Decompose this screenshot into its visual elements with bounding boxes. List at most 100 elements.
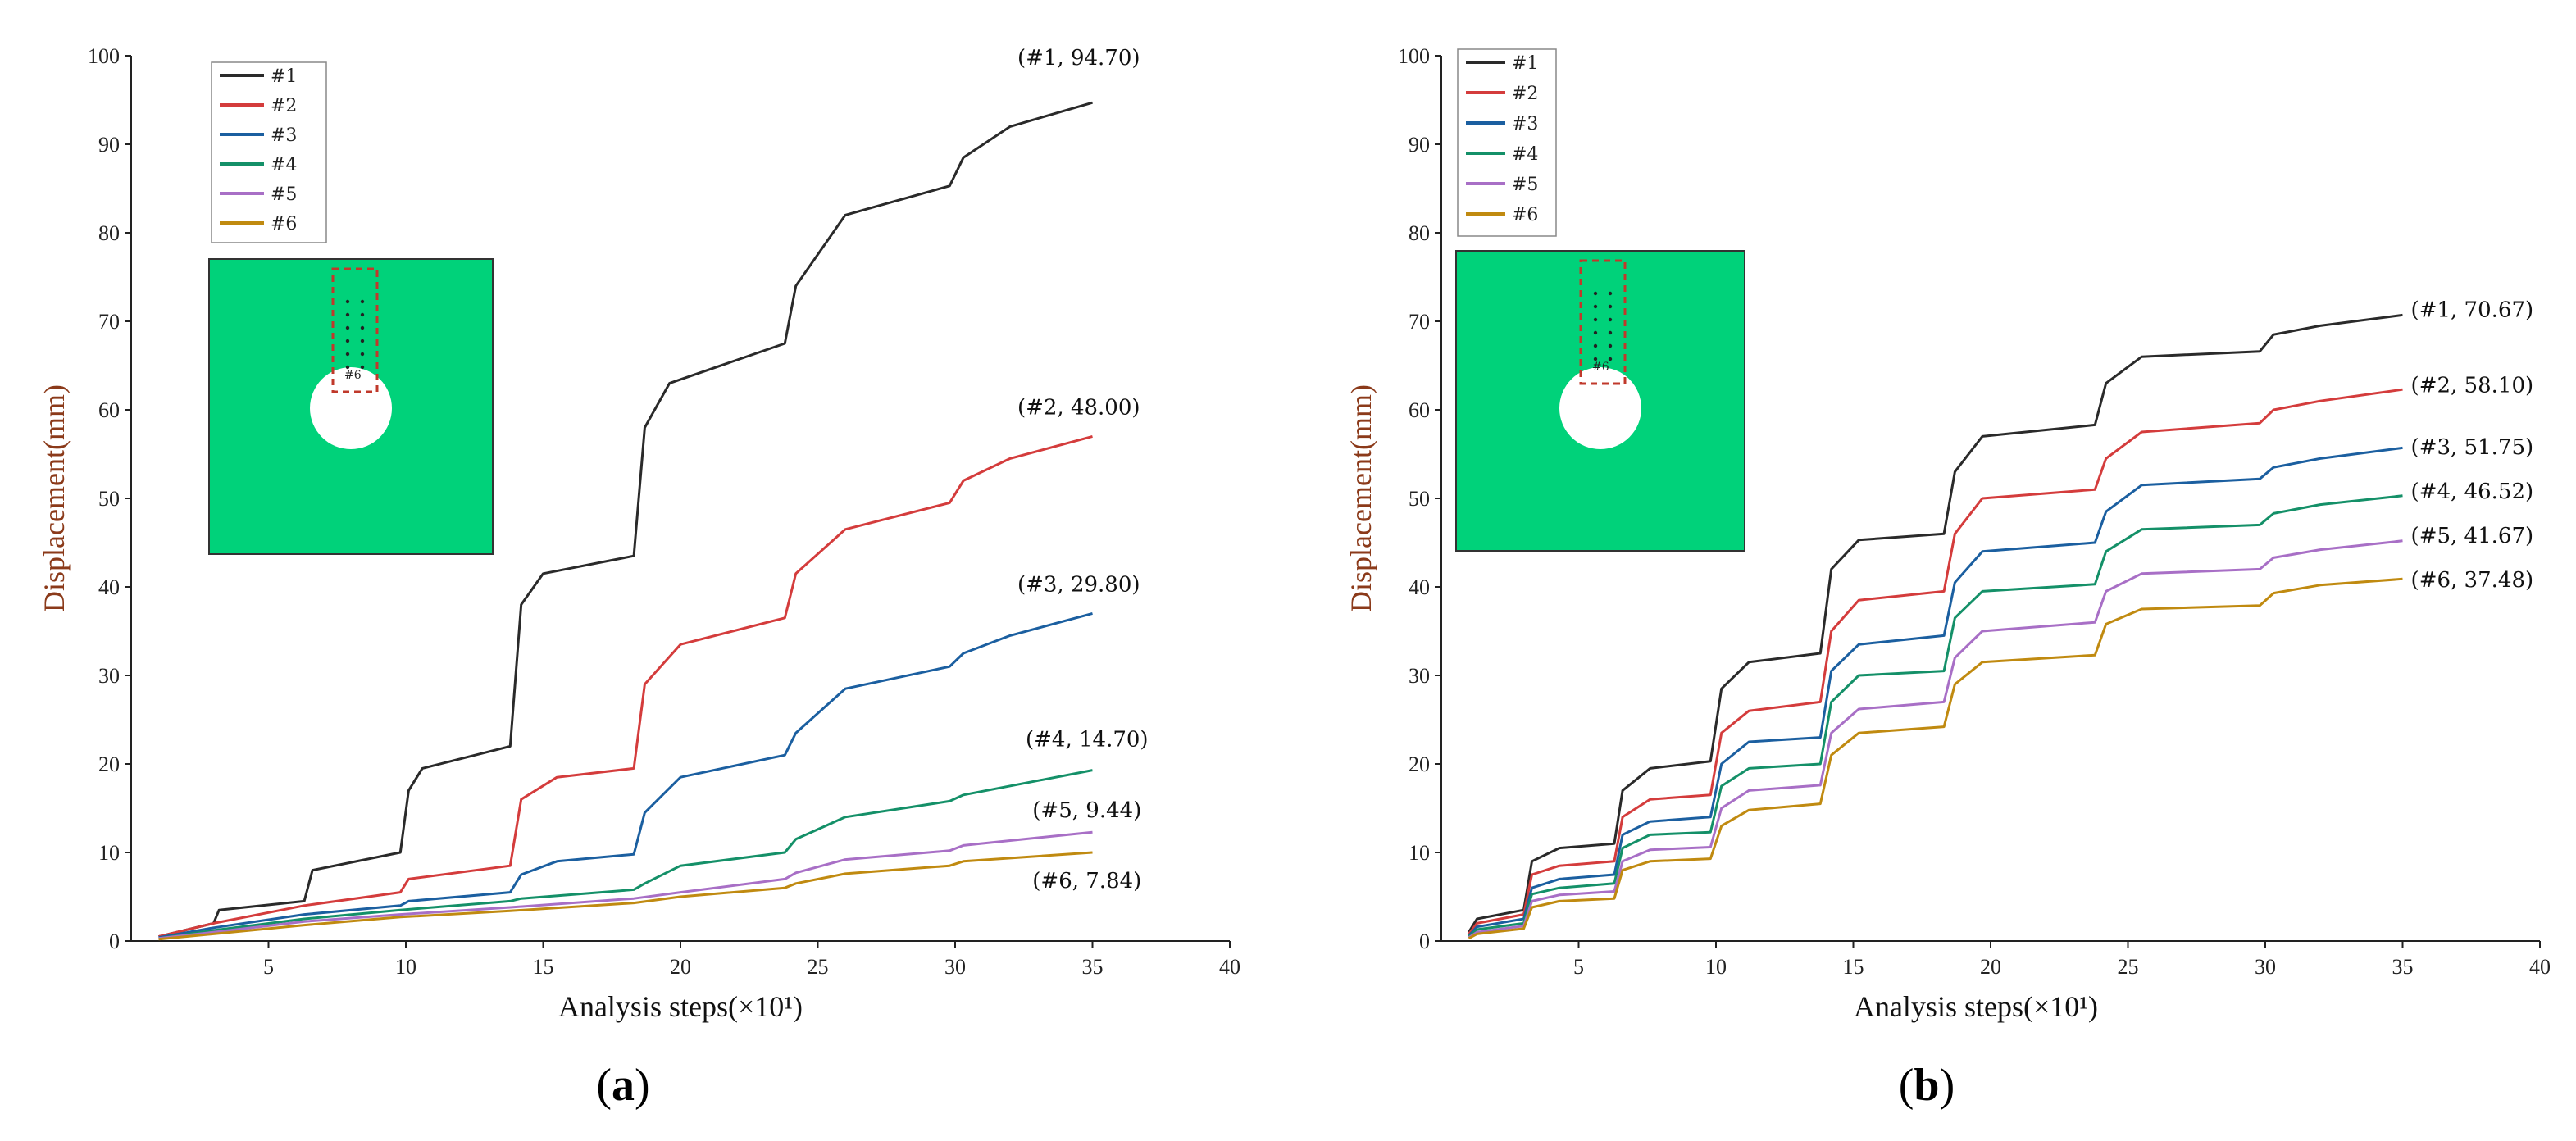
legend-entry: #2 (1512, 84, 1538, 104)
y-tick-label: 50 (98, 487, 120, 511)
inset-hole (1559, 367, 1641, 449)
y-ticks: 0 10 20 30 40 50 60 70 80 90 100 (1398, 44, 1441, 953)
y-tick-label: 30 (1409, 664, 1430, 688)
legend-panel-a: #1 #2 #3 #4 #5 #6 (211, 61, 327, 243)
y-axis-label: Displacement(mm) (38, 384, 71, 612)
inset-point (1608, 304, 1613, 309)
legend-entry: #1 (1512, 53, 1538, 74)
y-tick-label: 90 (98, 133, 120, 157)
y-tick-label: 100 (88, 44, 120, 68)
data-label: (#4, 46.52) (2411, 480, 2534, 504)
inset-hole (310, 367, 392, 449)
inset-point (1608, 343, 1613, 348)
x-tick-label: 10 (395, 955, 416, 979)
inset-point (1593, 357, 1598, 361)
x-tick-label: 5 (263, 955, 274, 979)
x-axis-label: Analysis steps(×10¹) (558, 990, 803, 1023)
panel-label-b: (b) (1899, 1060, 1955, 1111)
y-tick-label: 20 (98, 752, 120, 776)
x-tick-label: 5 (1573, 955, 1584, 979)
x-tick-label: 20 (670, 955, 691, 979)
legend-box (211, 61, 327, 243)
series-line-1 (1468, 313, 2403, 933)
y-tick-label: 80 (98, 221, 120, 245)
series-line-2 (1468, 388, 2403, 935)
inset-point (360, 365, 365, 370)
y-tick-label: 100 (1398, 44, 1430, 68)
y-tick-label: 80 (1409, 221, 1430, 245)
y-tick-label: 30 (98, 664, 120, 688)
series-line-3 (158, 611, 1093, 939)
inset-dashed-box (1579, 259, 1627, 385)
data-label: (#5, 41.67) (2411, 524, 2534, 548)
x-tick-label: 15 (1843, 955, 1864, 979)
x-tick-label: 30 (944, 955, 966, 979)
inset-point (1608, 291, 1613, 296)
x-tick-label: 35 (1082, 955, 1104, 979)
inset-dashed-box (331, 267, 379, 393)
legend-entry: #2 (271, 96, 297, 116)
series-line-3 (1468, 446, 2403, 937)
inset-panel-a: #6 (208, 258, 494, 555)
series-line-5 (158, 830, 1093, 940)
series-line-6 (1468, 577, 2403, 940)
inset-point (1593, 291, 1598, 296)
inset-panel-b: #6 (1455, 250, 1745, 552)
x-tick-label: 35 (2392, 955, 2414, 979)
legend-entry: #6 (271, 214, 297, 234)
legend-entry: #1 (271, 66, 297, 87)
data-label: (#2, 48.00) (1017, 395, 1140, 420)
series-group (158, 101, 1093, 941)
x-tick-label: 15 (533, 955, 554, 979)
y-tick-label: 60 (98, 398, 120, 422)
legend-entry: #6 (1512, 205, 1538, 225)
data-label: (#3, 51.75) (2411, 435, 2534, 460)
x-tick-label: 25 (2118, 955, 2139, 979)
inset-point (360, 339, 365, 343)
series-line-5 (1468, 539, 2403, 939)
annotations: (#1, 94.70) (#2, 48.00) (#3, 29.80) (#4, 14… (1017, 46, 1149, 893)
y-tick-label: 0 (1419, 930, 1430, 953)
inset-point (1608, 357, 1613, 361)
data-label: (#6, 7.84) (1032, 869, 1141, 893)
data-label: (#1, 70.67) (2411, 298, 2534, 323)
x-tick-label: 30 (2255, 955, 2276, 979)
inset-point (1593, 304, 1598, 309)
x-tick-label: 40 (2529, 955, 2551, 979)
series-line-6 (158, 851, 1093, 941)
legend-entry: #5 (271, 184, 297, 205)
y-tick-label: 60 (1409, 398, 1430, 422)
legend-entry: #3 (1512, 114, 1538, 134)
panel-label-a: (a) (596, 1060, 649, 1111)
inset-point (1593, 317, 1598, 322)
inset-point (345, 365, 350, 370)
y-tick-label: 40 (1409, 575, 1430, 599)
inset-point (345, 352, 350, 357)
y-tick-label: 10 (98, 841, 120, 865)
legend-entry: #5 (1512, 175, 1538, 195)
chart-panel-a: 0 10 20 30 40 50 60 70 80 90 100 5 10 15 20 25 30 35 40 #… (38, 44, 1240, 1111)
series-group (1468, 313, 2403, 940)
y-tick-label: 50 (1409, 487, 1430, 511)
data-label: (#5, 9.44) (1032, 798, 1141, 823)
x-tick-label: 40 (1219, 955, 1240, 979)
legend-panel-b: #1 #2 #3 #4 #5 #6 (1457, 48, 1557, 237)
y-tick-label: 0 (109, 930, 120, 953)
y-tick-label: 90 (1409, 133, 1430, 157)
y-tick-label: 70 (1409, 310, 1430, 334)
inset-point (345, 299, 350, 304)
legend-entry: #3 (271, 125, 297, 146)
x-ticks: 5 10 15 20 25 30 35 40 (263, 941, 1240, 979)
inset-label: #6 (1592, 361, 1609, 374)
legend-entry: #4 (271, 155, 297, 175)
y-tick-label: 10 (1409, 841, 1430, 865)
inset-point (345, 325, 350, 330)
inset-point (1608, 330, 1613, 335)
y-tick-label: 70 (98, 310, 120, 334)
legend-entry: #4 (1512, 144, 1538, 165)
data-label: (#3, 29.80) (1017, 572, 1140, 597)
y-tick-label: 40 (98, 575, 120, 599)
y-axis-label: Displacement(mm) (1345, 384, 1377, 612)
data-label: (#4, 14.70) (1026, 727, 1149, 752)
y-ticks: 0 10 20 30 40 50 60 70 80 90 100 (88, 44, 131, 953)
